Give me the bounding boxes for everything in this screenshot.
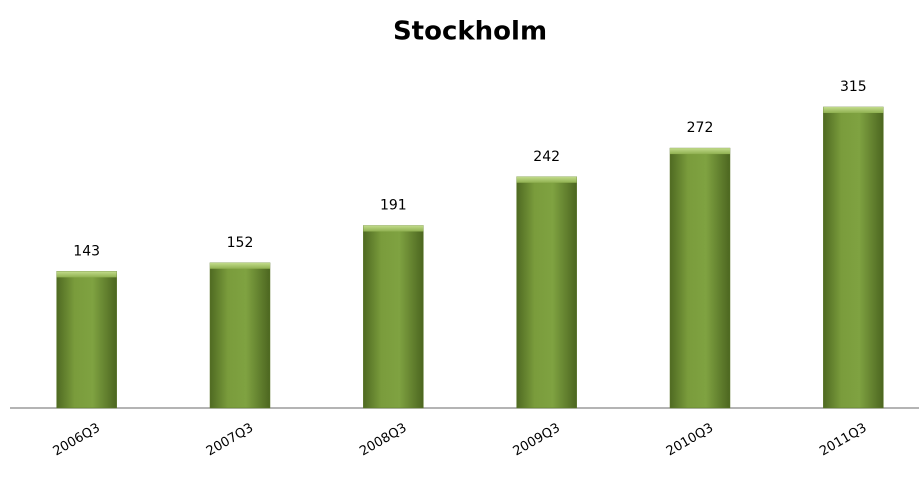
data-label: 272 <box>687 120 714 136</box>
bar-cap <box>363 225 424 232</box>
x-tick-label: 2010Q3 <box>664 421 716 460</box>
bar-cap <box>56 271 117 278</box>
x-tick-label: 2008Q3 <box>357 421 409 460</box>
bar <box>823 106 884 409</box>
bar-cap <box>210 262 270 269</box>
bar-group <box>56 271 117 409</box>
bar-group <box>516 176 577 409</box>
chart-title: Stockholm <box>393 17 547 47</box>
bar-group <box>363 225 424 409</box>
x-tick-label: 2011Q3 <box>817 421 869 460</box>
bar-cap <box>823 107 884 113</box>
bar-group <box>209 262 271 409</box>
bar-cap <box>516 176 577 183</box>
bar <box>669 147 731 409</box>
data-label: 242 <box>533 149 560 165</box>
x-tick-label: 2009Q3 <box>511 421 563 460</box>
bar-group <box>669 147 731 409</box>
bar <box>56 271 117 409</box>
bar-group <box>823 106 884 409</box>
data-label: 315 <box>840 79 867 95</box>
x-tick-label: 2007Q3 <box>204 421 256 460</box>
bar <box>209 262 271 409</box>
bar <box>363 225 424 409</box>
data-label: 152 <box>227 235 254 251</box>
bar-cap <box>670 148 730 155</box>
data-label: 143 <box>73 243 100 259</box>
data-label: 191 <box>380 197 407 213</box>
x-tick-label: 2006Q3 <box>51 421 103 460</box>
bar <box>516 176 577 409</box>
